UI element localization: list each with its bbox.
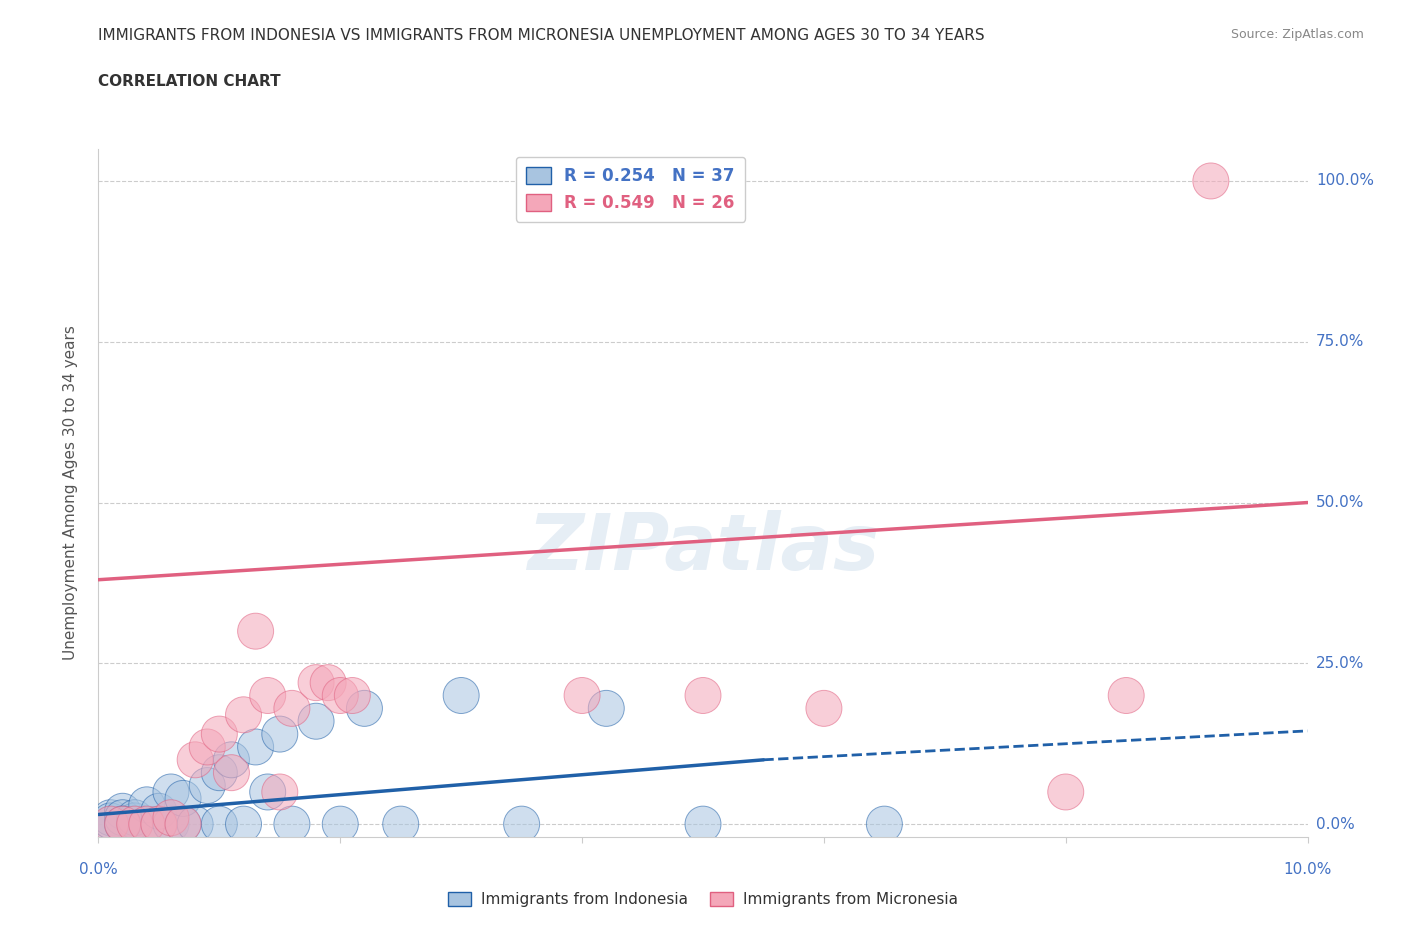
Y-axis label: Unemployment Among Ages 30 to 34 years: Unemployment Among Ages 30 to 34 years [63, 326, 77, 660]
Ellipse shape [262, 774, 298, 810]
Ellipse shape [382, 806, 419, 843]
Text: 0.0%: 0.0% [1316, 817, 1354, 831]
Ellipse shape [274, 806, 309, 843]
Ellipse shape [298, 665, 335, 700]
Ellipse shape [443, 677, 479, 713]
Text: ZIPatlas: ZIPatlas [527, 510, 879, 586]
Ellipse shape [322, 806, 359, 843]
Ellipse shape [117, 800, 153, 836]
Ellipse shape [129, 806, 165, 843]
Ellipse shape [274, 690, 309, 726]
Ellipse shape [298, 703, 335, 739]
Ellipse shape [104, 806, 141, 843]
Ellipse shape [564, 677, 600, 713]
Ellipse shape [165, 806, 201, 843]
Ellipse shape [153, 806, 188, 843]
Ellipse shape [250, 677, 285, 713]
Ellipse shape [153, 774, 188, 810]
Ellipse shape [177, 742, 214, 777]
Ellipse shape [866, 806, 903, 843]
Ellipse shape [93, 800, 128, 836]
Ellipse shape [1108, 677, 1144, 713]
Ellipse shape [238, 613, 274, 649]
Ellipse shape [104, 800, 141, 836]
Ellipse shape [346, 690, 382, 726]
Ellipse shape [104, 806, 141, 843]
Ellipse shape [153, 800, 188, 836]
Text: 50.0%: 50.0% [1316, 495, 1364, 510]
Ellipse shape [1192, 163, 1229, 199]
Text: CORRELATION CHART: CORRELATION CHART [98, 74, 281, 89]
Ellipse shape [201, 754, 238, 790]
Text: 10.0%: 10.0% [1284, 862, 1331, 877]
Ellipse shape [588, 690, 624, 726]
Ellipse shape [311, 665, 346, 700]
Ellipse shape [129, 806, 165, 843]
Ellipse shape [214, 754, 249, 790]
Text: 25.0%: 25.0% [1316, 656, 1364, 671]
Ellipse shape [141, 806, 177, 843]
Text: IMMIGRANTS FROM INDONESIA VS IMMIGRANTS FROM MICRONESIA UNEMPLOYMENT AMONG AGES : IMMIGRANTS FROM INDONESIA VS IMMIGRANTS … [98, 28, 986, 43]
Ellipse shape [190, 767, 225, 804]
Ellipse shape [177, 806, 214, 843]
Text: 100.0%: 100.0% [1316, 174, 1374, 189]
Legend: R = 0.254   N = 37, R = 0.549   N = 26: R = 0.254 N = 37, R = 0.549 N = 26 [516, 157, 745, 221]
Ellipse shape [117, 806, 153, 843]
Ellipse shape [104, 806, 141, 843]
Ellipse shape [225, 697, 262, 733]
Ellipse shape [104, 793, 141, 830]
Ellipse shape [503, 806, 540, 843]
Ellipse shape [225, 806, 262, 843]
Text: 75.0%: 75.0% [1316, 334, 1364, 350]
Ellipse shape [214, 742, 249, 777]
Ellipse shape [806, 690, 842, 726]
Ellipse shape [201, 716, 238, 752]
Ellipse shape [322, 677, 359, 713]
Ellipse shape [93, 803, 128, 839]
Ellipse shape [165, 780, 201, 817]
Ellipse shape [262, 716, 298, 752]
Ellipse shape [335, 677, 370, 713]
Ellipse shape [165, 806, 201, 843]
Ellipse shape [190, 729, 225, 765]
Ellipse shape [201, 806, 238, 843]
Ellipse shape [685, 677, 721, 713]
Ellipse shape [129, 787, 165, 823]
Ellipse shape [93, 806, 128, 843]
Ellipse shape [93, 806, 128, 843]
Ellipse shape [238, 729, 274, 765]
Ellipse shape [141, 806, 177, 843]
Ellipse shape [1047, 774, 1084, 810]
Ellipse shape [117, 806, 153, 843]
Ellipse shape [685, 806, 721, 843]
Ellipse shape [141, 793, 177, 830]
Legend: Immigrants from Indonesia, Immigrants from Micronesia: Immigrants from Indonesia, Immigrants fr… [443, 885, 963, 913]
Ellipse shape [250, 774, 285, 810]
Text: 0.0%: 0.0% [79, 862, 118, 877]
Text: Source: ZipAtlas.com: Source: ZipAtlas.com [1230, 28, 1364, 41]
Ellipse shape [117, 803, 153, 839]
